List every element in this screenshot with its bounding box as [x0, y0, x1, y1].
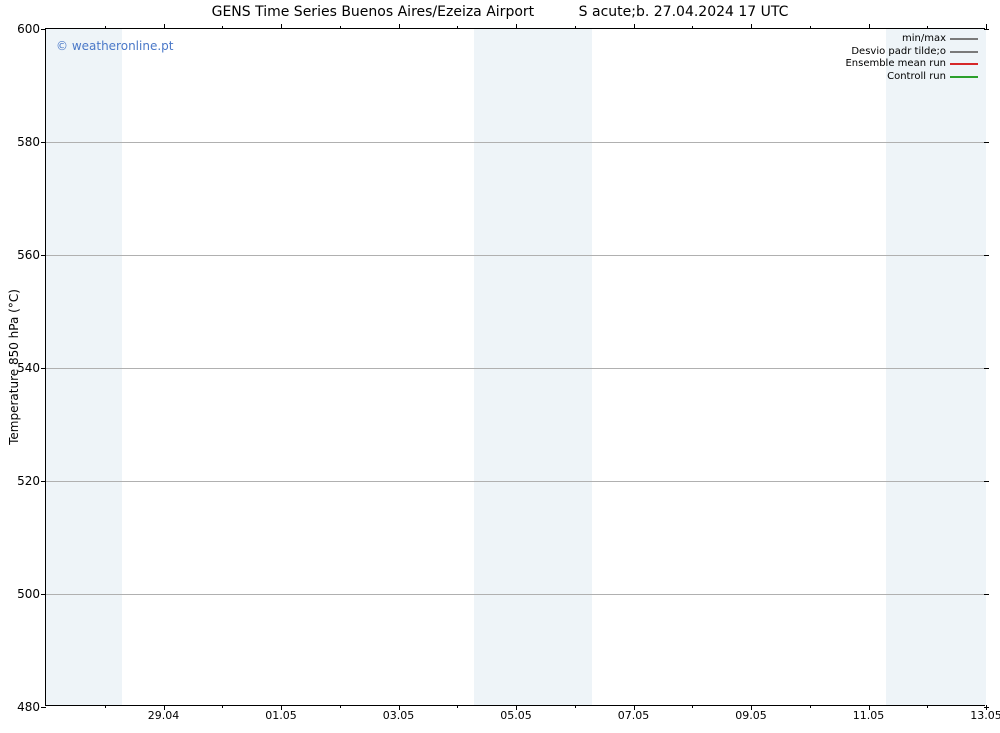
y-tick-mark [41, 29, 46, 30]
title-spacer [539, 4, 575, 20]
x-tick-mark [399, 705, 400, 710]
legend-label: Ensemble mean run [845, 58, 946, 71]
title-date-prefix: S acute;b. [579, 4, 650, 20]
x-minor-tick-mark [810, 705, 811, 708]
x-tick-mark [281, 24, 282, 29]
legend-swatch [950, 38, 978, 40]
watermark: © weatheronline.pt [56, 39, 173, 53]
x-tick-mark [986, 24, 987, 29]
x-minor-tick-mark [457, 26, 458, 29]
legend-swatch [950, 76, 978, 78]
y-tick-mark [984, 481, 989, 482]
legend-item: min/max [845, 33, 978, 46]
x-minor-tick-mark [692, 705, 693, 708]
x-minor-tick-mark [575, 705, 576, 708]
legend-item: Desvio padr tilde;o [845, 46, 978, 59]
y-axis-label: Temperature 850 hPa (°C) [7, 289, 21, 445]
x-minor-tick-mark [692, 26, 693, 29]
title-main: GENS Time Series [212, 4, 337, 20]
weekend-band [474, 29, 592, 705]
x-tick-mark [281, 705, 282, 710]
weekend-band [46, 29, 122, 705]
legend-swatch [950, 51, 978, 53]
y-tick-mark [984, 255, 989, 256]
y-tick-mark [984, 29, 989, 30]
gridline [46, 481, 984, 482]
x-minor-tick-mark [575, 26, 576, 29]
x-tick-mark [634, 24, 635, 29]
x-tick-mark [516, 705, 517, 710]
x-minor-tick-mark [105, 26, 106, 29]
gridline [46, 368, 984, 369]
x-minor-tick-mark [457, 705, 458, 708]
legend-label: Controll run [887, 71, 946, 84]
y-tick-mark [984, 594, 989, 595]
x-minor-tick-mark [222, 26, 223, 29]
y-tick-mark [41, 594, 46, 595]
x-minor-tick-mark [340, 705, 341, 708]
title-location: Buenos Aires/Ezeiza Airport [341, 4, 534, 20]
plot-area: © weatheronline.pt min/maxDesvio padr ti… [45, 28, 985, 706]
legend-item: Controll run [845, 71, 978, 84]
y-tick-mark [41, 368, 46, 369]
legend-swatch [950, 63, 978, 65]
x-tick-mark [164, 24, 165, 29]
y-tick-mark [41, 481, 46, 482]
y-tick-mark [984, 142, 989, 143]
x-tick-mark [634, 705, 635, 710]
y-tick-mark [984, 368, 989, 369]
x-tick-mark [399, 24, 400, 29]
x-tick-mark [869, 24, 870, 29]
x-minor-tick-mark [927, 26, 928, 29]
y-tick-mark [41, 707, 46, 708]
title-date: 27.04.2024 17 UTC [654, 4, 789, 20]
x-minor-tick-mark [340, 26, 341, 29]
x-tick-mark [164, 705, 165, 710]
x-tick-mark [751, 24, 752, 29]
y-tick-mark [41, 142, 46, 143]
x-minor-tick-mark [222, 705, 223, 708]
x-minor-tick-mark [810, 26, 811, 29]
x-minor-tick-mark [105, 705, 106, 708]
y-tick-mark [41, 255, 46, 256]
legend-item: Ensemble mean run [845, 58, 978, 71]
gridline [46, 255, 984, 256]
x-tick-mark [869, 705, 870, 710]
legend-label: min/max [902, 33, 946, 46]
x-tick-mark [986, 705, 987, 710]
weekend-band [886, 29, 986, 705]
x-minor-tick-mark [927, 705, 928, 708]
chart-title: GENS Time Series Buenos Aires/Ezeiza Air… [0, 4, 1000, 20]
gridline [46, 142, 984, 143]
x-tick-mark [516, 24, 517, 29]
chart-container: GENS Time Series Buenos Aires/Ezeiza Air… [0, 0, 1000, 733]
legend-label: Desvio padr tilde;o [851, 46, 946, 59]
gridline [46, 594, 984, 595]
legend: min/maxDesvio padr tilde;oEnsemble mean … [845, 33, 978, 83]
x-tick-mark [751, 705, 752, 710]
